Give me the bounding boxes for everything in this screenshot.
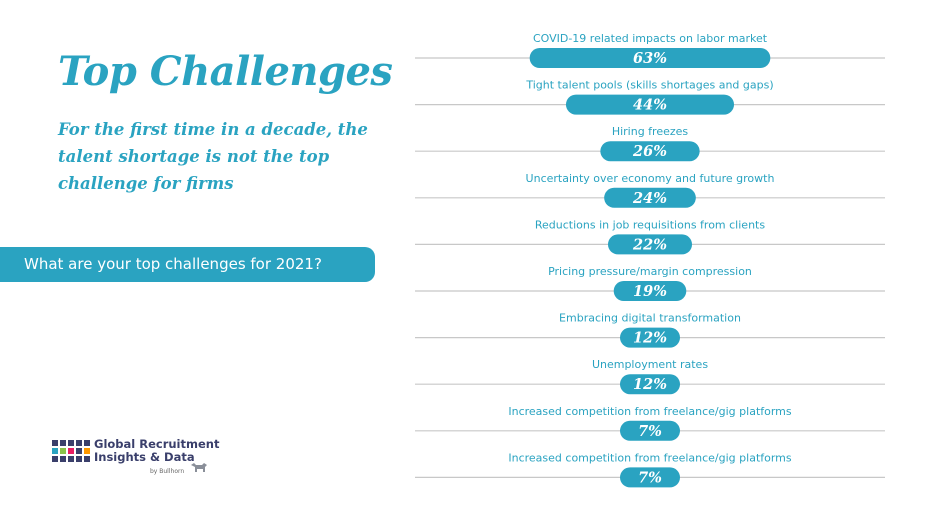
logo-name-line1: Global Recruitment xyxy=(94,437,220,451)
value-label: 7% xyxy=(638,423,662,440)
bull-icon xyxy=(191,463,207,472)
bar xyxy=(600,141,700,162)
logo-grid-square xyxy=(52,456,58,462)
value-label: 24% xyxy=(632,190,667,207)
logo-grid-square xyxy=(68,448,74,454)
logo-grid-icon xyxy=(52,440,90,464)
bar xyxy=(613,281,687,301)
logo-grid-square xyxy=(68,456,74,462)
bar xyxy=(607,234,693,255)
value-label: 12% xyxy=(633,330,667,347)
logo-grid-square xyxy=(60,456,66,462)
category-label: Uncertainty over economy and future grow… xyxy=(526,172,775,185)
logo-grid-square xyxy=(60,448,66,454)
logo-grid-square xyxy=(84,440,90,446)
logo-grid-square xyxy=(60,440,66,446)
category-label: Reductions in job requisitions from clie… xyxy=(535,218,765,231)
logo-name-line2: Insights & Data xyxy=(94,450,195,464)
page-title: Top Challenges xyxy=(58,48,393,95)
bar xyxy=(620,327,680,348)
value-label: 44% xyxy=(633,97,667,114)
category-label: COVID-19 related impacts on labor market xyxy=(533,32,768,45)
category-label: Increased competition from freelance/gig… xyxy=(508,405,792,418)
category-label: Hiring freezes xyxy=(612,125,689,138)
logo-grid-square xyxy=(68,440,74,446)
logo-grid-square xyxy=(76,448,82,454)
bar xyxy=(565,94,735,115)
value-label: 7% xyxy=(638,469,662,486)
category-label: Tight talent pools (skills shortages and… xyxy=(525,79,773,92)
page-subtitle: For the first time in a decade, the tale… xyxy=(58,120,368,193)
category-label: Embracing digital transformation xyxy=(559,312,741,325)
value-label: 26% xyxy=(632,143,667,160)
logo-name: Global Recruitment Insights & Data xyxy=(94,438,234,464)
logo-grid-square xyxy=(84,448,90,454)
value-label: 22% xyxy=(632,236,667,253)
bar xyxy=(529,48,771,68)
value-label: 19% xyxy=(633,283,667,300)
bar xyxy=(620,374,680,395)
logo-grid-square xyxy=(76,456,82,462)
logo-grid-square xyxy=(52,440,58,446)
category-label: Unemployment rates xyxy=(592,358,708,371)
value-label: 12% xyxy=(633,376,667,393)
value-label: 63% xyxy=(633,50,667,67)
bar xyxy=(604,187,696,208)
logo-grid-square xyxy=(52,448,58,454)
bar xyxy=(620,467,680,488)
logo-grid-square xyxy=(84,456,90,462)
category-label: Increased competition from freelance/gig… xyxy=(508,451,792,464)
category-label: Pricing pressure/margin compression xyxy=(548,265,752,278)
logo-grid-square xyxy=(76,440,82,446)
logo-byline: by Bullhorn xyxy=(150,468,185,475)
bar xyxy=(620,420,680,441)
question-banner: What are your top challenges for 2021? xyxy=(0,247,375,282)
